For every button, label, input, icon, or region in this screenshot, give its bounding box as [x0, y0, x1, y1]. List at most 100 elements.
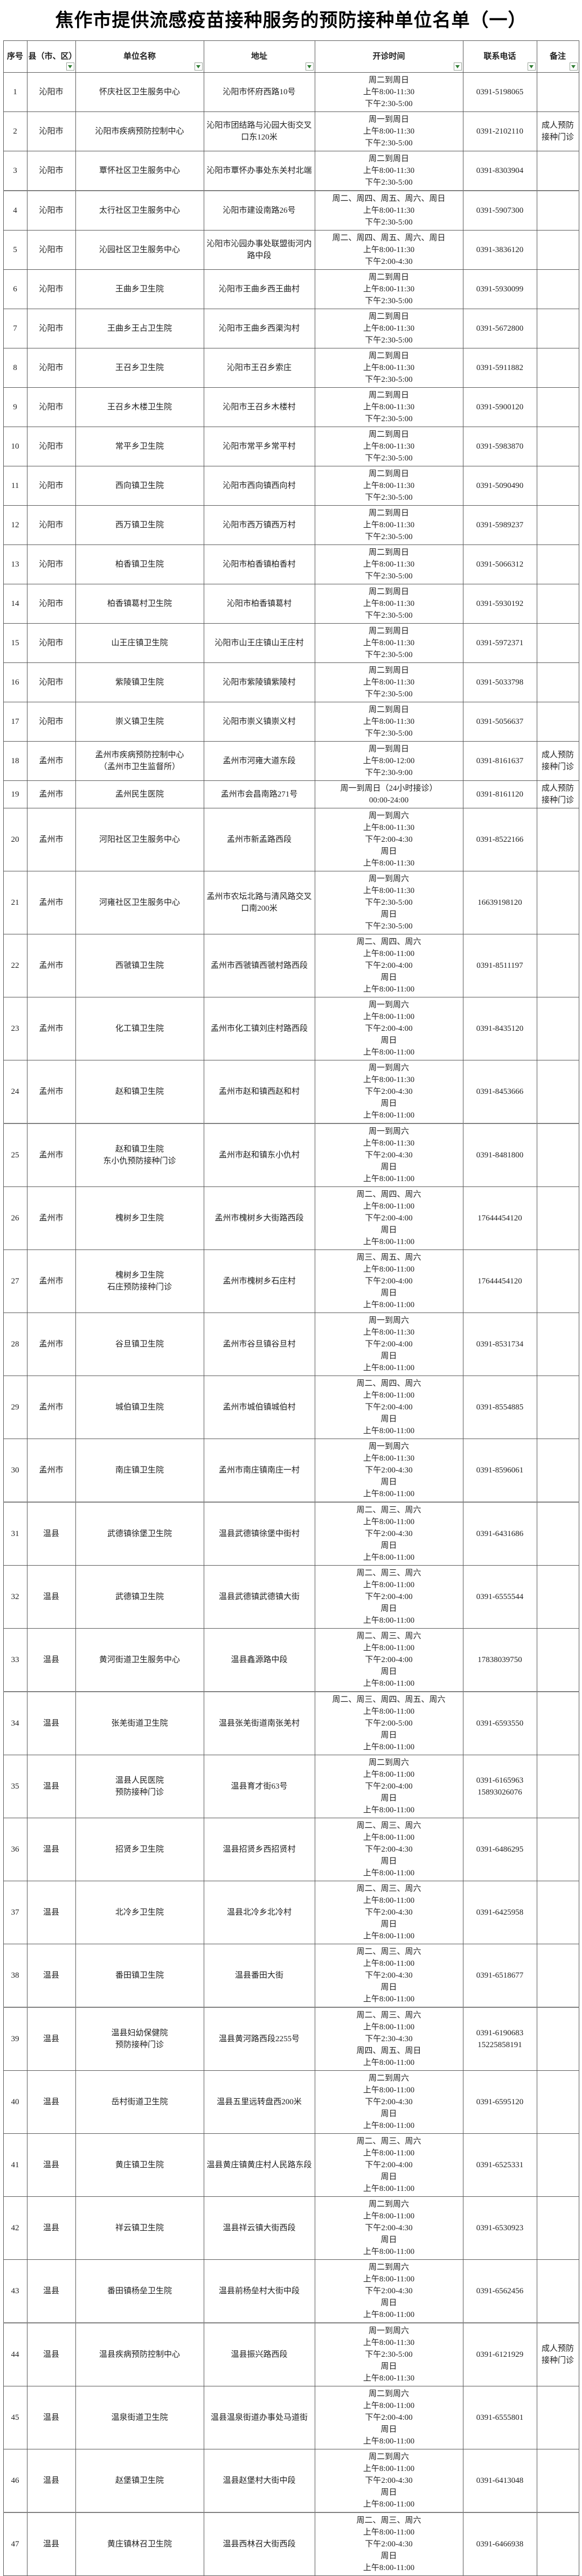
cell-remark: [536, 230, 579, 270]
cell-remark: [536, 544, 579, 584]
cell-remark: [536, 702, 579, 742]
table-row: 1 沁阳市 怀庆社区卫生服务中心 沁阳市怀府西路10号 周二到周日 上午8:00-…: [3, 72, 579, 112]
cell-county: 孟州市: [26, 1249, 76, 1313]
cell-county: 孟州市: [26, 808, 76, 871]
cell-phone: 0391-6466938: [462, 2512, 537, 2576]
cell-county: 温县: [26, 1628, 76, 1692]
table-row: 38 温县 番田镇卫生院 温县番田大街 周二、周三、周六 上午8:00-11:00…: [3, 1944, 579, 2008]
cell-phone: 17644454120: [462, 1249, 537, 1313]
cell-unit-name: 温县人民医院 预防接种门诊: [75, 1755, 204, 1818]
header-row: 序号 县（市、区） 单位名称 地址 开诊时间 联系电话: [3, 40, 579, 73]
filter-dropdown-icon: [571, 65, 576, 68]
cell-phone: 0391-8596061: [462, 1439, 537, 1503]
cell-address: 温县武德镇武德镇大街: [203, 1565, 315, 1629]
table-row: 10 沁阳市 常平乡卫生院 沁阳市常平乡常平村 周二到周日 上午8:00-11:3…: [3, 427, 579, 466]
cell-serial-number: 24: [3, 1060, 27, 1124]
cell-unit-name: 温县妇幼保健院 预防接种门诊: [75, 2007, 204, 2071]
cell-phone: 0391-8453666: [462, 1060, 537, 1124]
cell-serial-number: 25: [3, 1123, 27, 1187]
header-phone: 联系电话: [462, 40, 537, 73]
cell-county: 温县: [26, 2196, 76, 2260]
header-county: 县（市、区）: [26, 40, 77, 73]
table-row: 11 沁阳市 西向镇卫生院 沁阳市西向镇西向村 周二到周日 上午8:00-11:3…: [3, 466, 579, 506]
cell-serial-number: 15: [3, 623, 27, 663]
filter-dropdown-button[interactable]: [305, 62, 314, 71]
cell-opening-hours: 周二、周三、周六 上午8:00-11:00 下午2:00-4:00 周日 上午8:00-…: [314, 1628, 463, 1692]
cell-serial-number: 18: [3, 741, 27, 781]
cell-remark: [536, 2070, 579, 2134]
table-row: 14 沁阳市 柏香镇葛村卫生院 沁阳市柏香镇葛村 周二到周日 上午8:00-11:…: [3, 584, 579, 624]
cell-remark: [536, 1249, 579, 1313]
filter-dropdown-button[interactable]: [194, 62, 203, 71]
cell-opening-hours: 周二、周四、周六 上午8:00-11:00 下午2:00-4:00 周日 上午8:00-…: [314, 934, 463, 997]
cell-county: 孟州市: [26, 871, 76, 934]
table-row: 32 温县 武德镇卫生院 温县武德镇武德镇大街 周二、周三、周六 上午8:00-1…: [3, 1565, 579, 1629]
cell-remark: 成人预防接种门诊: [536, 780, 579, 808]
cell-address: 温县祥云镇大街西段: [203, 2196, 315, 2260]
cell-serial-number: 17: [3, 702, 27, 742]
header-label: 地址: [251, 52, 267, 61]
header-label: 县（市、区）: [28, 52, 77, 61]
cell-address: 沁阳市建设南路26号: [203, 190, 315, 231]
cell-opening-hours: 周二到周日 上午8:00-11:30 下午2:30-5:00: [314, 702, 463, 742]
cell-county: 温县: [26, 1944, 76, 2008]
cell-serial-number: 20: [3, 808, 27, 871]
cell-county: 孟州市: [26, 780, 76, 808]
cell-county: 沁阳市: [26, 387, 76, 427]
cell-remark: [536, 1439, 579, 1503]
cell-opening-hours: 周二、周三、周六 上午8:00-11:00 下午2:30-4:30 周四、周五、周日上…: [314, 2007, 463, 2071]
cell-address: 沁阳市沁园办事处联盟街河内路中段: [203, 230, 315, 270]
cell-unit-name: 北冷乡卫生院: [75, 1881, 204, 1944]
header-label: 开诊时间: [372, 52, 405, 61]
table-row: 12 沁阳市 西万镇卫生院 沁阳市西万镇西万村 周二到周日 上午8:00-11:3…: [3, 505, 579, 545]
cell-phone: 0391-6562456: [462, 2259, 537, 2323]
cell-county: 沁阳市: [26, 190, 76, 231]
cell-remark: [536, 1502, 579, 1566]
cell-serial-number: 11: [3, 466, 27, 506]
cell-county: 孟州市: [26, 997, 76, 1060]
cell-address: 孟州市会昌南路271号: [203, 780, 315, 808]
cell-remark: 成人预防接种门诊: [536, 111, 579, 151]
header-label: 联系电话: [483, 52, 516, 61]
cell-opening-hours: 周三、周五、周六 上午8:00-11:00 下午2:00-4:00 周日 上午8:00-…: [314, 1249, 463, 1313]
cell-phone: 0391-6518677: [462, 1944, 537, 2008]
filter-dropdown-button[interactable]: [66, 62, 74, 71]
cell-opening-hours: 周二、周四、周五、周六、周日 上午8:00-11:30 下午2:30-5:00: [314, 190, 463, 231]
cell-unit-name: 紫陵镇卫生院: [75, 662, 204, 702]
cell-county: 沁阳市: [26, 151, 76, 191]
cell-remark: [536, 2196, 579, 2260]
cell-serial-number: 30: [3, 1439, 27, 1503]
cell-opening-hours: 周二、周三、周六 上午8:00-11:00 下午2:00-4:30 周日 上午8:00-…: [314, 1944, 463, 2008]
table-row: 19 孟州市 孟州民生医院 孟州市会昌南路271号 周一到周日（24小时接诊） 0…: [3, 780, 579, 808]
cell-county: 沁阳市: [26, 230, 76, 270]
header-label: 序号: [6, 52, 23, 61]
cell-serial-number: 13: [3, 544, 27, 584]
filter-dropdown-button[interactable]: [453, 62, 462, 71]
cell-address: 温县黄庄镇黄庄村人民路东段: [203, 2133, 315, 2197]
cell-serial-number: 32: [3, 1565, 27, 1629]
cell-remark: [536, 348, 579, 388]
cell-county: 温县: [26, 2133, 76, 2197]
cell-remark: [536, 1628, 579, 1692]
cell-opening-hours: 周二、周三、周六 上午8:00-11:00 下午2:00-4:00 周日 上午8:00-…: [314, 2133, 463, 2197]
filter-dropdown-button[interactable]: [527, 62, 536, 71]
cell-serial-number: 29: [3, 1376, 27, 1439]
cell-opening-hours: 周二到周日 上午8:00-11:30 下午2:30-5:00: [314, 72, 463, 112]
cell-phone: 0391-6555801: [462, 2386, 537, 2449]
cell-county: 沁阳市: [26, 309, 76, 348]
filter-dropdown-button[interactable]: [569, 62, 578, 71]
cell-county: 沁阳市: [26, 348, 76, 388]
cell-remark: [536, 1691, 579, 1755]
cell-serial-number: 6: [3, 269, 27, 309]
cell-serial-number: 7: [3, 309, 27, 348]
table-row: 29 孟州市 城伯镇卫生院 孟州市城伯镇城伯村 周二、周四、周六 上午8:00-1…: [3, 1376, 579, 1439]
cell-remark: [536, 2259, 579, 2323]
table-row: 7 沁阳市 王曲乡王占卫生院 沁阳市王曲乡西渠沟村 周二到周日 上午8:00-11…: [3, 309, 579, 348]
table-row: 17 沁阳市 崇义镇卫生院 沁阳市崇义镇崇义村 周二到周日 上午8:00-11:3…: [3, 702, 579, 742]
cell-remark: [536, 584, 579, 624]
cell-phone: 17644454120: [462, 1186, 537, 1250]
cell-phone: 0391-5198065: [462, 72, 537, 112]
cell-serial-number: 22: [3, 934, 27, 997]
cell-remark: [536, 190, 579, 231]
cell-phone: 0391-6525331: [462, 2133, 537, 2197]
